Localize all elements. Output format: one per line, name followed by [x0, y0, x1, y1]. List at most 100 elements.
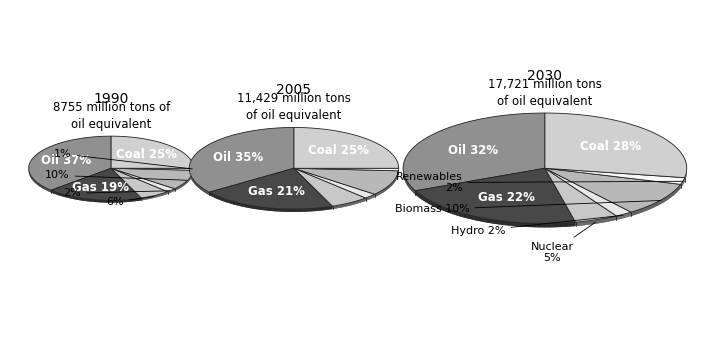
Polygon shape — [307, 209, 309, 212]
Polygon shape — [485, 218, 487, 223]
Polygon shape — [483, 218, 485, 222]
Polygon shape — [229, 200, 230, 203]
Polygon shape — [256, 206, 257, 209]
Polygon shape — [204, 189, 206, 193]
Polygon shape — [139, 198, 141, 201]
Polygon shape — [264, 207, 265, 211]
Polygon shape — [423, 197, 424, 202]
Polygon shape — [649, 205, 650, 209]
Text: Coal 28%: Coal 28% — [579, 140, 640, 154]
Polygon shape — [569, 223, 571, 227]
Polygon shape — [111, 136, 194, 168]
Polygon shape — [281, 209, 282, 212]
Polygon shape — [448, 209, 450, 213]
Polygon shape — [545, 168, 617, 222]
Polygon shape — [203, 188, 204, 192]
Polygon shape — [45, 187, 47, 190]
Polygon shape — [412, 187, 413, 192]
Polygon shape — [39, 184, 41, 187]
Polygon shape — [95, 200, 96, 202]
Polygon shape — [77, 198, 78, 200]
Polygon shape — [467, 214, 470, 219]
Polygon shape — [193, 179, 194, 183]
Polygon shape — [42, 186, 44, 189]
Polygon shape — [512, 222, 515, 226]
Polygon shape — [132, 199, 133, 202]
Text: 2%: 2% — [63, 188, 170, 198]
Polygon shape — [310, 208, 313, 211]
Polygon shape — [226, 199, 227, 203]
Polygon shape — [257, 207, 259, 209]
Polygon shape — [70, 196, 72, 199]
Polygon shape — [559, 223, 561, 227]
Polygon shape — [314, 208, 315, 211]
Polygon shape — [94, 200, 95, 202]
Text: Hydro 2%: Hydro 2% — [451, 216, 623, 236]
Polygon shape — [230, 200, 232, 204]
Polygon shape — [294, 168, 399, 194]
Polygon shape — [407, 182, 408, 187]
Polygon shape — [113, 200, 115, 203]
Polygon shape — [127, 200, 128, 202]
Polygon shape — [475, 217, 478, 221]
Polygon shape — [54, 192, 55, 194]
Polygon shape — [137, 199, 138, 201]
Polygon shape — [415, 191, 417, 195]
Polygon shape — [642, 208, 643, 212]
Polygon shape — [63, 194, 65, 197]
Polygon shape — [541, 223, 544, 227]
Polygon shape — [646, 207, 647, 211]
Polygon shape — [292, 209, 293, 212]
Polygon shape — [545, 168, 685, 184]
Polygon shape — [120, 200, 121, 203]
Polygon shape — [433, 202, 435, 207]
Polygon shape — [651, 205, 652, 209]
Polygon shape — [419, 194, 421, 199]
Text: 2030: 2030 — [528, 69, 562, 83]
Polygon shape — [125, 200, 126, 202]
Polygon shape — [75, 197, 76, 200]
Polygon shape — [652, 204, 653, 208]
Polygon shape — [304, 209, 305, 212]
Polygon shape — [244, 204, 246, 207]
Polygon shape — [403, 168, 687, 227]
Polygon shape — [271, 208, 272, 211]
Polygon shape — [427, 199, 429, 204]
Polygon shape — [473, 216, 475, 221]
Polygon shape — [536, 223, 539, 227]
Polygon shape — [321, 208, 323, 211]
Polygon shape — [89, 199, 90, 202]
Polygon shape — [293, 209, 295, 212]
Polygon shape — [440, 205, 441, 210]
Polygon shape — [631, 212, 632, 216]
Polygon shape — [326, 207, 328, 210]
Polygon shape — [531, 223, 534, 227]
Polygon shape — [100, 200, 101, 202]
Polygon shape — [441, 206, 443, 211]
Polygon shape — [251, 205, 252, 209]
Polygon shape — [573, 222, 576, 226]
Polygon shape — [294, 168, 366, 206]
Polygon shape — [134, 199, 136, 201]
Polygon shape — [309, 208, 310, 212]
Polygon shape — [189, 168, 399, 212]
Polygon shape — [564, 223, 566, 227]
Polygon shape — [57, 193, 58, 195]
Polygon shape — [637, 210, 638, 214]
Polygon shape — [503, 221, 505, 225]
Polygon shape — [198, 184, 199, 188]
Polygon shape — [138, 198, 139, 201]
Polygon shape — [403, 113, 545, 191]
Text: Oil 32%: Oil 32% — [448, 144, 498, 157]
Polygon shape — [288, 209, 290, 212]
Polygon shape — [508, 222, 510, 226]
Polygon shape — [118, 200, 120, 203]
Polygon shape — [87, 199, 89, 202]
Polygon shape — [35, 181, 36, 184]
Polygon shape — [106, 200, 108, 203]
Polygon shape — [641, 208, 642, 213]
Polygon shape — [647, 206, 648, 210]
Polygon shape — [207, 191, 209, 195]
Polygon shape — [61, 194, 62, 197]
Polygon shape — [234, 202, 236, 205]
